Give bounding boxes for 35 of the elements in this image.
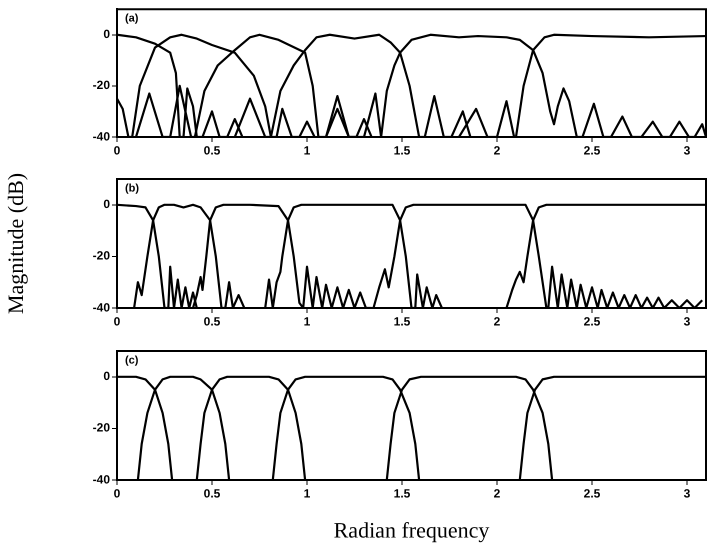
y-tick-label: -20 bbox=[92, 420, 110, 435]
x-tick-label: 2 bbox=[494, 314, 501, 329]
annotation: (a) bbox=[125, 12, 139, 25]
x-tick-label: 1 bbox=[304, 144, 311, 158]
x-tick-label: 0.5 bbox=[204, 314, 221, 329]
x-tick-label: 0 bbox=[114, 486, 121, 501]
x-tick-label: 3 bbox=[684, 144, 691, 158]
x-tick-label: 2.5 bbox=[584, 314, 601, 329]
y-tick-label: 0 bbox=[103, 369, 110, 384]
y-tick-label: -40 bbox=[92, 472, 110, 486]
x-tick-label: 3 bbox=[684, 314, 691, 329]
x-tick-label: 0 bbox=[114, 144, 121, 158]
y-tick-label: -40 bbox=[92, 300, 110, 314]
y-tick-label: 0 bbox=[103, 27, 110, 42]
annotation: (b) bbox=[125, 182, 140, 195]
x-tick-label: 3 bbox=[684, 486, 691, 501]
x-tick-label: 1.5 bbox=[394, 144, 411, 158]
x-tick-label: 2 bbox=[494, 486, 501, 501]
x-tick-label: 2.5 bbox=[584, 144, 601, 158]
y-tick-label: -40 bbox=[92, 129, 110, 144]
x-tick-label: 1.5 bbox=[394, 486, 411, 501]
y-axis-title: Magnitude (dB) bbox=[2, 172, 28, 314]
y-tick-label: 0 bbox=[103, 197, 110, 212]
y-tick-label: -20 bbox=[92, 248, 110, 263]
x-tick-label: 1 bbox=[304, 486, 311, 501]
x-tick-label: 1.5 bbox=[394, 314, 411, 329]
y-tick-label: -20 bbox=[92, 78, 110, 92]
x-tick-label: 0.5 bbox=[204, 486, 221, 501]
x-tick-label: 1 bbox=[304, 314, 311, 329]
x-tick-label: 0.5 bbox=[204, 144, 221, 158]
x-tick-label: 2 bbox=[494, 144, 501, 158]
x-tick-label: 2.5 bbox=[584, 486, 601, 501]
annotation: (c) bbox=[125, 354, 139, 367]
x-axis-title: Radian frequency bbox=[334, 518, 490, 543]
x-tick-label: 0 bbox=[114, 314, 121, 329]
